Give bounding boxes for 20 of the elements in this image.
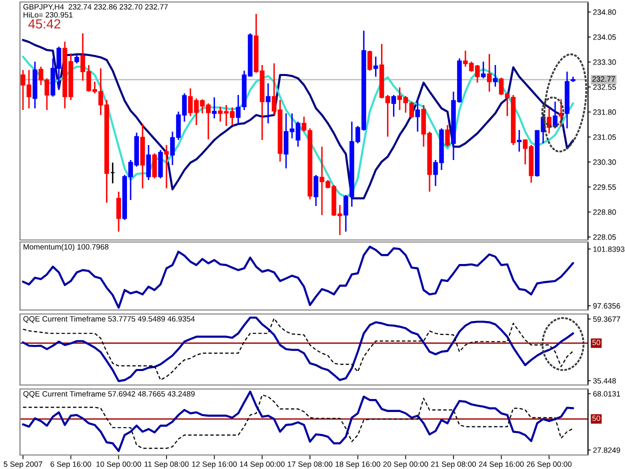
candlestick bbox=[481, 60, 486, 80]
candlestick bbox=[373, 56, 378, 78]
candlestick bbox=[487, 53, 492, 92]
candlestick bbox=[445, 124, 450, 148]
candlestick bbox=[391, 94, 396, 118]
candlestick bbox=[367, 50, 372, 72]
candlestick bbox=[492, 64, 498, 88]
candlestick bbox=[116, 190, 121, 232]
candlestick bbox=[415, 98, 420, 132]
candlestick bbox=[146, 144, 151, 181]
candlestick bbox=[314, 174, 318, 207]
candlestick bbox=[152, 152, 157, 180]
candlestick bbox=[212, 96, 217, 120]
candlestick bbox=[409, 100, 414, 120]
candlestick bbox=[164, 144, 169, 190]
candlestick bbox=[236, 94, 241, 125]
annotation: 45:42 bbox=[28, 19, 60, 29]
line-series bbox=[22, 246, 574, 309]
candlestick bbox=[266, 82, 270, 124]
candlestick bbox=[516, 129, 522, 152]
